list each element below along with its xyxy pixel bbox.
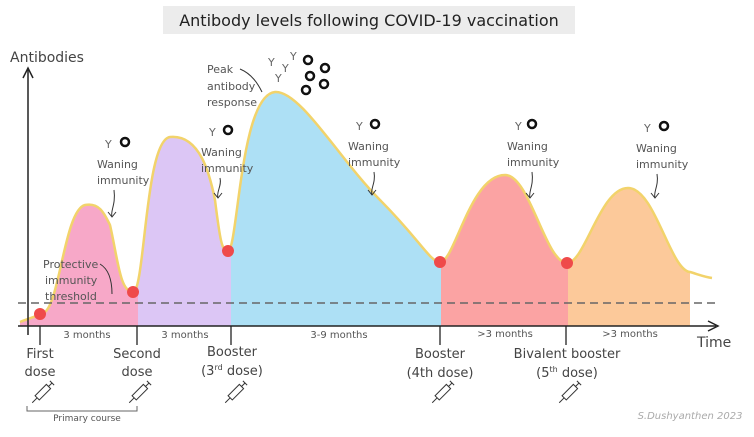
y-axis-arrow-icon (22, 66, 34, 79)
primary-course-label: Primary course (53, 414, 121, 424)
virus-icon (222, 124, 234, 136)
virus-icon (302, 54, 314, 66)
dose-label: (3rd dose) (201, 363, 263, 379)
area-booster-4 (441, 175, 568, 326)
waning-label: Waning (201, 146, 242, 159)
waning-label: Waning (636, 142, 677, 155)
title-background (163, 6, 575, 34)
antibody-curve (19, 90, 713, 324)
antibody-icon: Y (208, 126, 216, 139)
arrow-icon (367, 171, 377, 196)
dose-label: Second (113, 347, 161, 362)
threshold-annotation: Protective (43, 258, 98, 271)
peak-annotation: Peak (207, 63, 234, 76)
virus-icon (300, 84, 312, 96)
virus-icon (318, 78, 330, 90)
antibody-icon: Y (643, 122, 651, 135)
dose-label: dose (122, 365, 153, 380)
arrow-icon (525, 171, 535, 199)
arrow-icon (650, 173, 660, 199)
waning-label: immunity (201, 162, 254, 175)
arrow-icon (239, 68, 263, 93)
syringe-icons (31, 380, 582, 404)
x-axis-label: Time (696, 335, 731, 351)
waning-annotation: Waning immunity Y (201, 124, 254, 199)
arrow-icon (99, 263, 113, 295)
waning-label: immunity (348, 156, 401, 169)
waning-label: immunity (97, 174, 150, 187)
dose-label: (4th dose) (407, 366, 474, 381)
area-booster-3 (231, 91, 441, 326)
arrow-icon (107, 189, 117, 218)
virus-icon (369, 118, 381, 130)
dose-labels: First dose Second dose Booster (3rd dose… (25, 345, 621, 381)
dose-ticks (39, 326, 567, 345)
virus-icon (658, 120, 670, 132)
syringe-icon (431, 380, 455, 404)
primary-course-bracket (26, 406, 138, 412)
area-primary-2 (138, 136, 231, 326)
virus-icon (119, 136, 131, 148)
dose-marker (34, 308, 46, 320)
syringe-icon (224, 380, 248, 404)
waning-label: immunity (636, 158, 689, 171)
antibody-icon: Y (104, 138, 112, 151)
x-axis-arrow-icon (707, 320, 720, 332)
syringe-icon (31, 380, 55, 404)
annotations: Protective immunity threshold Peak antib… (43, 50, 689, 303)
dose-marker (434, 256, 446, 268)
interval-label: 3-9 months (310, 330, 367, 341)
syringe-icon (558, 380, 582, 404)
area-booster-5 (568, 188, 690, 326)
antibody-icon: Y (514, 120, 522, 133)
dose-label: First (26, 347, 53, 362)
antibody-icon: Y (274, 72, 282, 85)
antibody-icon: Y (355, 120, 363, 133)
waning-annotation: Waning immunity Y (636, 120, 689, 199)
arrow-icon (213, 177, 223, 199)
virus-icon (304, 70, 316, 82)
interval-label: 3 months (161, 330, 208, 341)
dose-label: dose (25, 365, 56, 380)
signature: S.Dushyanthen 2023 (638, 411, 743, 422)
dose-label: Booster (415, 347, 466, 362)
area-primary-1 (20, 204, 138, 326)
interval-label: 3 months (63, 330, 110, 341)
antibody-icon: Y (267, 56, 275, 69)
dose-label: (5th dose) (536, 365, 598, 381)
threshold-annotation: threshold (45, 290, 97, 303)
dose-marker (127, 286, 139, 298)
y-axis-label: Antibodies (10, 50, 84, 66)
threshold-annotation: immunity (45, 274, 98, 287)
antibody-areas (20, 91, 690, 326)
interval-label: >3 months (477, 329, 533, 340)
syringe-icon (128, 380, 152, 404)
waning-annotation: Waning immunity Y (348, 118, 401, 196)
waning-label: Waning (97, 158, 138, 171)
waning-annotation: Waning immunity Y (507, 118, 560, 199)
dose-label: Booster (207, 345, 258, 360)
waning-annotation: Waning immunity Y (97, 136, 150, 218)
virus-icon (526, 118, 538, 130)
interval-label: >3 months (602, 329, 658, 340)
dose-label: Bivalent booster (514, 347, 621, 362)
dose-markers (34, 245, 573, 320)
waning-label: Waning (348, 140, 389, 153)
waning-label: Waning (507, 140, 548, 153)
dose-marker (561, 257, 573, 269)
diagram-title: Antibody levels following COVID-19 vacci… (179, 11, 559, 30)
dose-marker (222, 245, 234, 257)
waning-label: immunity (507, 156, 560, 169)
virus-icon (319, 62, 331, 74)
peak-annotation: response (207, 96, 257, 109)
peak-annotation: antibody (207, 80, 256, 93)
antibody-icon: Y (289, 50, 297, 63)
interval-labels: 3 months 3 months 3-9 months >3 months >… (63, 329, 657, 341)
antibody-icon: Y (281, 62, 289, 75)
